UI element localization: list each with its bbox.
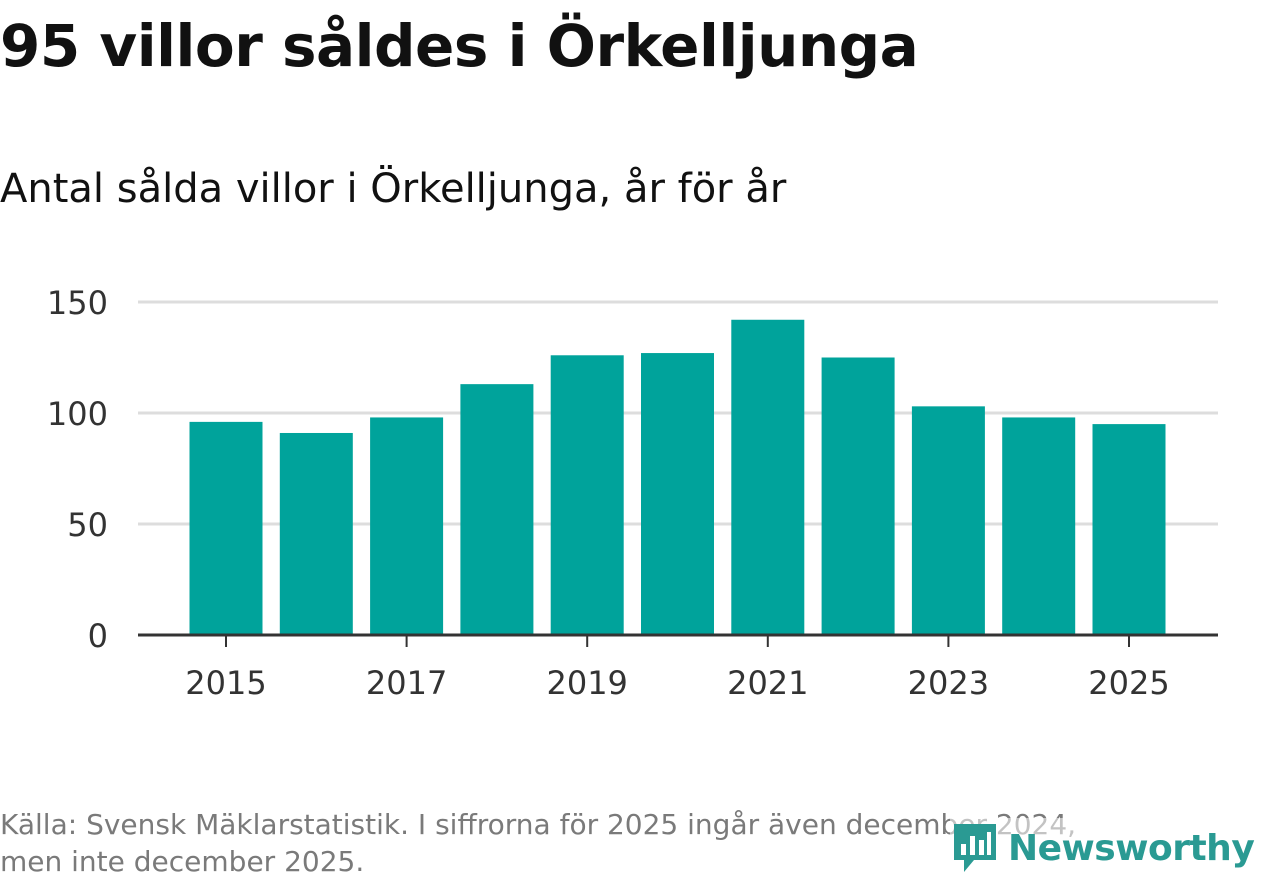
x-tick-label-2015: 2015 <box>185 664 266 702</box>
bar-2021 <box>731 319 805 635</box>
x-tick-label-2017: 2017 <box>366 664 447 702</box>
source-line-1: Källa: Svensk Mäklarstatistik. I siffror… <box>0 808 1077 841</box>
bar-2019 <box>550 355 624 635</box>
x-tick-label-2025: 2025 <box>1088 664 1169 702</box>
bar-2015 <box>189 421 263 635</box>
y-tick-label-150: 150 <box>47 284 108 322</box>
bar-2023 <box>911 406 985 635</box>
chart-subtitle: Antal sålda villor i Örkelljunga, år för… <box>0 166 787 212</box>
bar-2024 <box>1002 417 1076 635</box>
source-note: Källa: Svensk Mäklarstatistik. I siffror… <box>0 806 1076 880</box>
bars <box>189 319 1166 635</box>
x-axis: 2015 2017 2019 2021 2023 2025 <box>138 633 1218 702</box>
bar-2022 <box>821 357 895 635</box>
y-axis-labels: 0 50 100 150 <box>47 284 108 655</box>
bar-2016 <box>279 432 353 635</box>
y-tick-label-0: 0 <box>88 617 108 655</box>
y-tick-label-50: 50 <box>67 506 108 544</box>
logo-text: Newsworthy <box>1008 827 1255 869</box>
y-tick-label-100: 100 <box>47 395 108 433</box>
newsworthy-logo: Newsworthy <box>950 818 1255 878</box>
bar-2020 <box>641 353 714 635</box>
x-tick-label-2019: 2019 <box>546 664 627 702</box>
bar-2025 <box>1092 424 1166 635</box>
bar-2018 <box>460 384 534 635</box>
bar-2017 <box>370 417 444 635</box>
source-line-2: men inte december 2025. <box>0 845 365 878</box>
x-tick-label-2023: 2023 <box>908 664 989 702</box>
chart-title: 95 villor såldes i Örkelljunga <box>0 12 919 80</box>
bar-chart-speech-bubble-icon <box>954 824 996 872</box>
x-tick-label-2021: 2021 <box>727 664 808 702</box>
